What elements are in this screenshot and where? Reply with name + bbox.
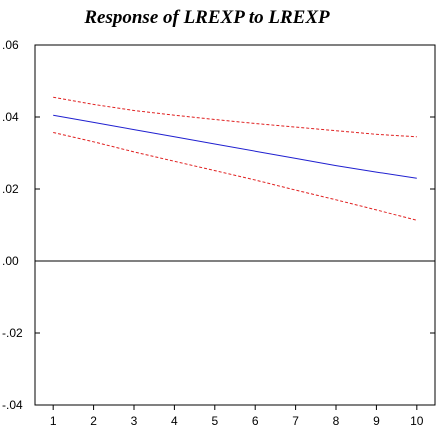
x-tick-label: 7	[292, 414, 299, 428]
x-tick-label: 6	[252, 414, 259, 428]
y-tick-label: .06	[2, 38, 19, 52]
plot-frame	[34, 44, 436, 406]
y-tick-label: -.02	[2, 326, 23, 340]
x-tick-label: 9	[373, 414, 380, 428]
x-tick-label: 1	[50, 414, 57, 428]
series-layer	[53, 96, 417, 221]
x-tick-label: 2	[90, 414, 97, 428]
x-tick-label: 4	[171, 414, 178, 428]
x-axis: 1 2 3 4 5 6 7 8 9 10	[50, 405, 424, 428]
response-line	[53, 114, 417, 179]
x-tick-label: 10	[410, 414, 424, 428]
y-tick-label: .04	[2, 110, 19, 124]
y-tick-label: -.04	[2, 398, 23, 412]
chart-title: Response of LREXP to LREXP	[83, 7, 330, 28]
confidence-band-line	[53, 132, 417, 221]
y-axis: .06 .04 .02 .00 -.02 -.04	[2, 38, 435, 412]
x-tick-label: 8	[333, 414, 340, 428]
y-tick-label: .00	[2, 254, 19, 268]
x-tick-label: 5	[211, 414, 218, 428]
y-tick-label: .02	[2, 182, 19, 196]
confidence-band-line	[53, 96, 417, 138]
x-tick-label: 3	[131, 414, 138, 428]
